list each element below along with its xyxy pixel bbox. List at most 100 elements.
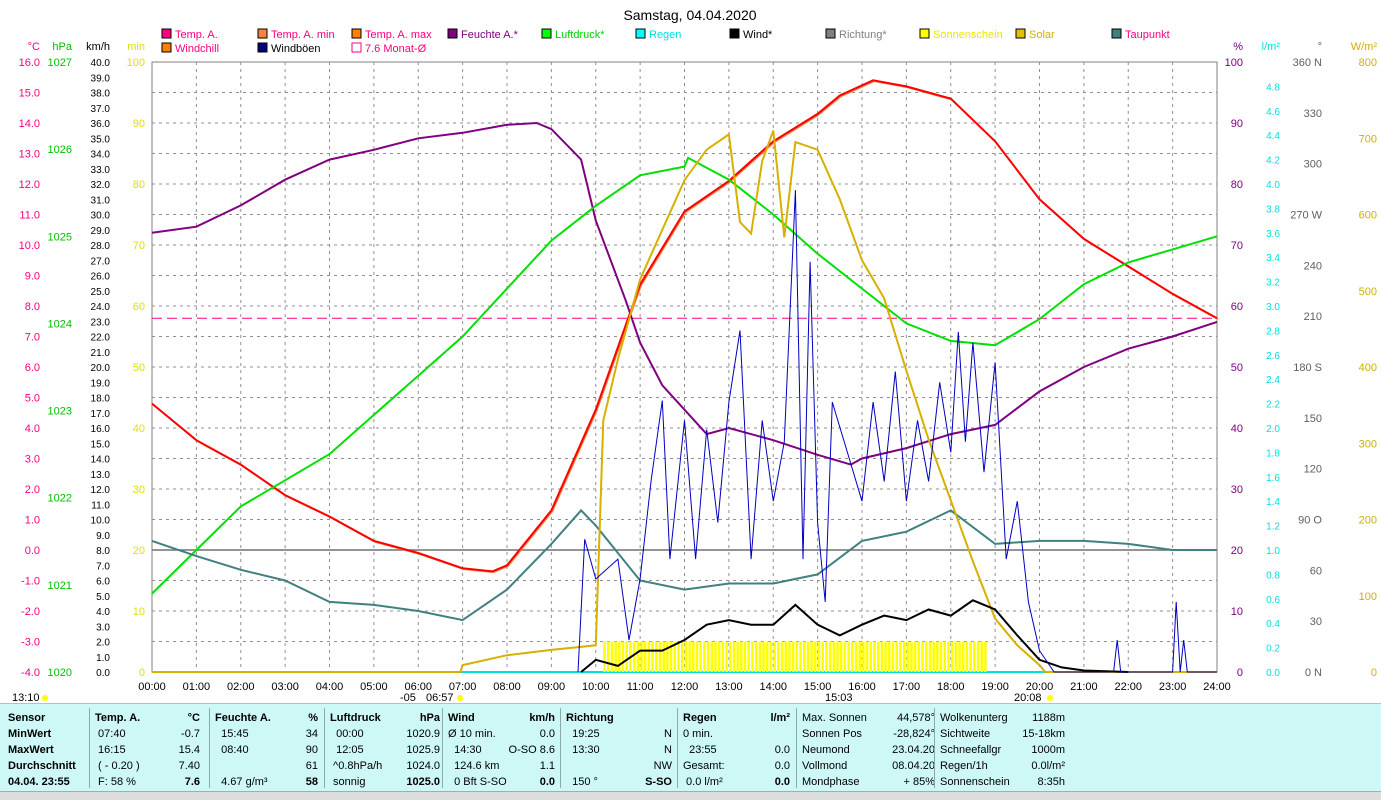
- sunshine-bar: [669, 641, 673, 672]
- cell-value: O-SO 8.6: [508, 744, 555, 756]
- axis-tick-rain: 4.0: [1266, 180, 1280, 191]
- series-line-luftdruck: [151, 156, 1218, 595]
- sunshine-bar: [873, 641, 876, 672]
- sunshine-bar: [802, 641, 806, 672]
- cell-label: Regen/1h: [940, 760, 988, 772]
- sunshine-bar: [810, 641, 813, 672]
- sunshine-bar: [614, 641, 617, 672]
- axis-tick-humidity: 50: [1231, 362, 1243, 374]
- axis-tick-wind: 15.0: [91, 439, 111, 450]
- x-tick-label: 14:00: [759, 681, 787, 693]
- sunshine-bar: [825, 641, 828, 672]
- x-tick-label: 13:00: [715, 681, 743, 693]
- cell-label: 0 Bft S-SO: [448, 776, 507, 788]
- legend-swatch: [1111, 28, 1122, 39]
- axis-tick-temp: 15.0: [19, 88, 40, 100]
- axis-tick-humidity: 10: [1231, 606, 1243, 618]
- table-row: Max. Sonnen 44,578°: [802, 710, 935, 726]
- x-tick-label: 10:00: [582, 681, 610, 693]
- sunshine-bar: [677, 641, 680, 672]
- table-row: Mondphase + 85%: [802, 774, 935, 790]
- table-column: Temp. A. °C 07:40 -0.7 16:15 15.4 ( - 0.20 …: [95, 710, 200, 790]
- cell-label: sonnig: [330, 776, 366, 788]
- axis-tick-rain: 2.4: [1266, 375, 1280, 386]
- sunshine-bar: [965, 641, 969, 672]
- sunshine-bar: [858, 641, 861, 672]
- table-column: Luftdruck hPa 00:00 1020.9 12:05 1025.9 ^0.…: [330, 710, 440, 790]
- cell-label: Neumond: [802, 744, 850, 756]
- axis-tick-direction: 270 W: [1290, 210, 1322, 222]
- sunshine-bar: [828, 641, 832, 672]
- axis-tick-wind: 20.0: [91, 363, 111, 374]
- sunshine-bar: [851, 641, 854, 672]
- cell-value: l/m²: [770, 712, 790, 724]
- cell-label: Gesamt:: [683, 760, 725, 772]
- cell-label: Ø 10 min.: [448, 728, 496, 740]
- axis-tick-temp: 5.0: [25, 393, 40, 405]
- cell-label: 04.04. 23:55: [8, 776, 70, 788]
- table-row: 61: [215, 758, 318, 774]
- table-column: Regen l/m² 0 min. 23:55 0.0 Gesamt: 0.0 0.0 l…: [683, 710, 790, 790]
- legend-label: Windböen: [271, 43, 321, 55]
- axis-tick-rain: 0.8: [1266, 570, 1280, 581]
- axis-tick-humidity: 40: [1231, 423, 1243, 435]
- sunshine-bar: [666, 641, 669, 672]
- cell-value: -28,824°: [893, 728, 935, 740]
- sunshine-bar: [869, 641, 873, 672]
- axis-tick-pressure: 1026: [48, 144, 72, 156]
- cell-value: -0.7: [181, 728, 200, 740]
- axis-tick-rain: 0.2: [1266, 644, 1280, 655]
- cell-value: 15-18km: [1022, 728, 1065, 740]
- axis-tick-minutes: 20: [133, 545, 145, 557]
- axis-tick-solar: 700: [1359, 133, 1377, 145]
- table-row: Ø 10 min. 0.0: [448, 726, 555, 742]
- axis-tick-wind: 13.0: [91, 470, 111, 481]
- cell-label: Sonnenschein: [940, 776, 1010, 788]
- axis-tick-rain: 0.4: [1266, 619, 1280, 630]
- table-row: MinWert: [8, 726, 88, 742]
- legend-label: Sonnenschein: [933, 29, 1003, 41]
- table-row: Sonnenschein 8:35h: [940, 774, 1065, 790]
- axis-tick-rain: 4.8: [1266, 82, 1280, 93]
- table-column: Wind km/h Ø 10 min. 0.0 14:30 O-SO 8.6 124.6…: [448, 710, 555, 790]
- x-tick-label: 16:00: [848, 681, 876, 693]
- sunshine-bar: [758, 641, 762, 672]
- sunshine-bar: [961, 641, 965, 672]
- legend-swatch: [1015, 28, 1026, 39]
- axis-tick-minutes: 40: [133, 423, 145, 435]
- sunshine-bar: [640, 641, 643, 672]
- table-row: 23:55 0.0: [683, 742, 790, 758]
- sunshine-bar: [910, 641, 913, 672]
- legend-label: Richtung*: [839, 29, 887, 41]
- sunshine-bar: [980, 641, 983, 672]
- sunshine-bar: [876, 641, 880, 672]
- sunshine-bar: [647, 641, 651, 672]
- axis-tick-wind: 39.0: [91, 73, 111, 84]
- axis-tick-minutes: 70: [133, 240, 145, 252]
- x-tick-label: 09:00: [538, 681, 566, 693]
- axis-tick-direction: 330: [1304, 108, 1322, 120]
- sunshine-bar: [925, 641, 928, 672]
- axis-tick-wind: 36.0: [91, 119, 111, 130]
- table-row: 07:40 -0.7: [95, 726, 200, 742]
- sunshine-bar: [865, 641, 869, 672]
- sunshine-bar: [773, 641, 776, 672]
- axis-tick-pressure: 1021: [48, 580, 72, 592]
- axis-tick-wind: 38.0: [91, 89, 111, 100]
- sunshine-bar: [643, 641, 647, 672]
- cell-label: Richtung: [566, 712, 614, 724]
- table-row: 15:45 34: [215, 726, 318, 742]
- table-column: Sensor MinWert MaxWert Durchschnitt 04.04. 2…: [8, 710, 88, 790]
- sunshine-bar: [939, 641, 943, 672]
- sunshine-bar: [917, 641, 921, 672]
- axis-tick-rain: 4.6: [1266, 107, 1280, 118]
- table-row: 00:00 1020.9: [330, 726, 440, 742]
- sunshine-bar: [610, 641, 614, 672]
- legend-swatch: [351, 28, 362, 39]
- x-tick-label: 22:00: [1114, 681, 1142, 693]
- table-row: NW: [566, 758, 672, 774]
- axis-unit-direction: °: [1318, 41, 1322, 53]
- table-row: Regen/1h 0.0l/m²: [940, 758, 1065, 774]
- axis-tick-rain: 3.0: [1266, 302, 1280, 313]
- cell-value: NW: [653, 760, 672, 772]
